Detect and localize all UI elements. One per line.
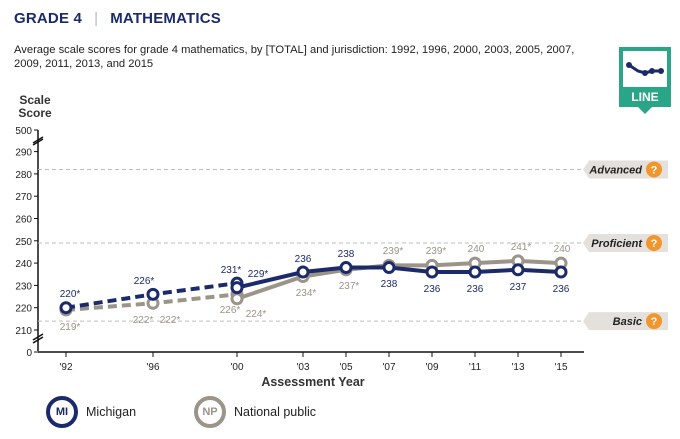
legend-item-national-public[interactable]: NP National public [194, 396, 316, 428]
national-public-data-label: 239* [426, 246, 447, 257]
x-tick-label: '15 [554, 362, 567, 373]
header-separator: | [94, 10, 99, 27]
national-public-solid-line [236, 258, 562, 301]
michigan-data-label: 220* [60, 289, 81, 300]
y-axis-break-top-2 [32, 138, 44, 146]
y-tick-label: 210 [15, 326, 32, 337]
x-tick-label: '09 [425, 362, 438, 373]
x-tick-label: '13 [511, 362, 524, 373]
help-icon-glyph: ? [651, 316, 658, 328]
legend-label-michigan: Michigan [86, 405, 137, 419]
line-badge-label: LINE [631, 90, 659, 104]
national-public-data-label: 240 [554, 244, 571, 255]
national-public-data-label: 219* [60, 322, 81, 333]
y-tick-label: 0 [26, 348, 32, 359]
achievement-level-tag [583, 234, 668, 253]
national-public-data-label: 241* [511, 242, 532, 253]
national-public-legend-marker: NP [194, 396, 226, 428]
national-public-data-label: 234* [296, 288, 317, 299]
michigan-solid-line [236, 265, 562, 290]
line-chart-icon [623, 51, 667, 87]
x-tick-label: '00 [230, 362, 243, 373]
chart-subtitle: Average scale scores for grade 4 mathema… [14, 44, 575, 70]
michigan-data-point [146, 287, 160, 301]
michigan-data-label: 236 [424, 284, 441, 295]
achievement-level-label: Proficient [591, 238, 643, 250]
x-tick-label: '03 [296, 362, 309, 373]
michigan-data-label: 236 [295, 254, 312, 265]
michigan-data-point [230, 281, 244, 295]
national-public-data-label: 226* [220, 305, 241, 316]
legend-label-national-public: National public [234, 405, 316, 419]
michigan-data-point [59, 301, 73, 315]
michigan-data-point [468, 265, 482, 279]
national-public-data-label: 224* [246, 309, 267, 320]
help-icon-glyph: ? [651, 164, 658, 176]
help-icon [646, 235, 662, 252]
michigan-data-label: 236 [467, 284, 484, 295]
y-tick-label: 240 [15, 259, 32, 270]
michigan-data-label: 226* [134, 276, 155, 287]
national-public-data-label: 237* [339, 281, 360, 292]
y-tick-label: 500 [15, 126, 32, 137]
line-badge-box: LINE [619, 47, 671, 107]
y-tick-label: 260 [15, 215, 32, 226]
grade-label: GRADE 4 [14, 10, 83, 27]
michigan-data-label: 229* [248, 269, 269, 280]
y-tick-label: 290 [15, 148, 32, 159]
michigan-data-label: 236 [553, 284, 570, 295]
michigan-data-point [382, 261, 396, 275]
x-axis-title: Assessment Year [261, 375, 364, 389]
michigan-data-label: 237 [510, 282, 527, 293]
y-tick-label: 270 [15, 192, 32, 203]
michigan-data-point [339, 261, 353, 275]
legend-item-michigan[interactable]: MI Michigan [46, 396, 136, 428]
michigan-data-point [296, 265, 310, 279]
national-public-data-point [230, 292, 244, 306]
national-public-data-label: 240 [468, 244, 485, 255]
x-tick-label: '05 [339, 362, 352, 373]
y-axis-title-line2: Score [18, 106, 52, 120]
michigan-data-point [511, 263, 525, 277]
y-tick-label: 220 [15, 304, 32, 315]
y-tick-label: 280 [15, 170, 32, 181]
y-axis-break-top [32, 136, 44, 144]
help-icon-glyph: ? [651, 238, 658, 250]
help-icon [646, 313, 662, 330]
x-tick-label: '92 [59, 362, 72, 373]
michigan-data-point [425, 265, 439, 279]
subject-label: MATHEMATICS [110, 10, 221, 27]
michigan-legend-marker: MI [46, 396, 78, 428]
y-tick-label: 230 [15, 281, 32, 292]
national-public-data-label: 222* [160, 315, 181, 326]
x-tick-label: '96 [146, 362, 159, 373]
y-axis-break-bottom [32, 333, 44, 341]
michigan-data-point [554, 265, 568, 279]
achievement-level-tag [583, 312, 668, 331]
x-tick-label: '07 [382, 362, 395, 373]
line-chart-toggle[interactable]: LINE [619, 47, 671, 114]
page-header: GRADE 4 | MATHEMATICS [14, 10, 221, 27]
line-badge-pointer [638, 107, 652, 114]
michigan-data-label: 238 [381, 279, 398, 290]
achievement-level-tag [583, 160, 668, 179]
y-axis-break-bottom-2 [32, 336, 44, 344]
michigan-data-label: 238 [338, 249, 355, 260]
achievement-level-label: Advanced [588, 164, 642, 176]
national-public-data-label: 222* [133, 315, 154, 326]
y-axis-title-line1: Scale [19, 93, 51, 107]
y-tick-label: 250 [15, 237, 32, 248]
michigan-data-label: 231* [221, 265, 242, 276]
national-public-data-label: 239* [383, 246, 404, 257]
help-icon [646, 161, 662, 178]
x-tick-label: '11 [469, 362, 482, 373]
achievement-level-label: Basic [613, 316, 642, 328]
